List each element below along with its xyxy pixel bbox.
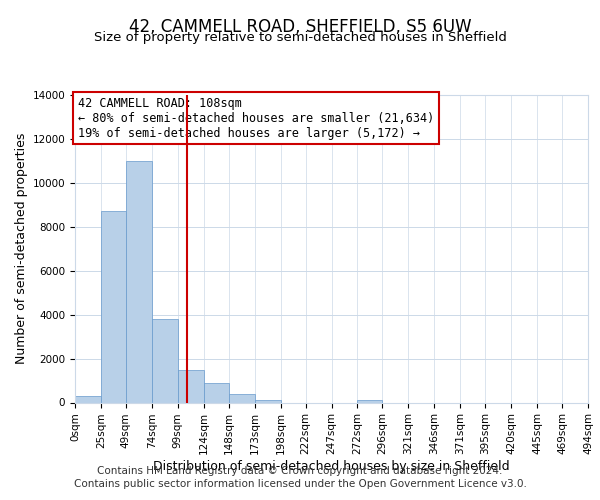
Text: 42 CAMMELL ROAD: 108sqm
← 80% of semi-detached houses are smaller (21,634)
19% o: 42 CAMMELL ROAD: 108sqm ← 80% of semi-de… — [77, 96, 434, 140]
Bar — [178, 370, 204, 402]
Text: Contains HM Land Registry data © Crown copyright and database right 2024.: Contains HM Land Registry data © Crown c… — [97, 466, 503, 476]
Bar — [152, 319, 178, 402]
Bar — [126, 161, 152, 402]
Bar — [204, 382, 229, 402]
Y-axis label: Number of semi-detached properties: Number of semi-detached properties — [16, 133, 28, 364]
Text: Size of property relative to semi-detached houses in Sheffield: Size of property relative to semi-detach… — [94, 31, 506, 44]
Bar — [358, 400, 382, 402]
Bar — [229, 394, 254, 402]
Bar — [75, 396, 101, 402]
X-axis label: Distribution of semi-detached houses by size in Sheffield: Distribution of semi-detached houses by … — [153, 460, 510, 473]
Bar — [101, 212, 126, 402]
Bar — [254, 400, 281, 402]
Text: Contains public sector information licensed under the Open Government Licence v3: Contains public sector information licen… — [74, 479, 526, 489]
Text: 42, CAMMELL ROAD, SHEFFIELD, S5 6UW: 42, CAMMELL ROAD, SHEFFIELD, S5 6UW — [128, 18, 472, 36]
